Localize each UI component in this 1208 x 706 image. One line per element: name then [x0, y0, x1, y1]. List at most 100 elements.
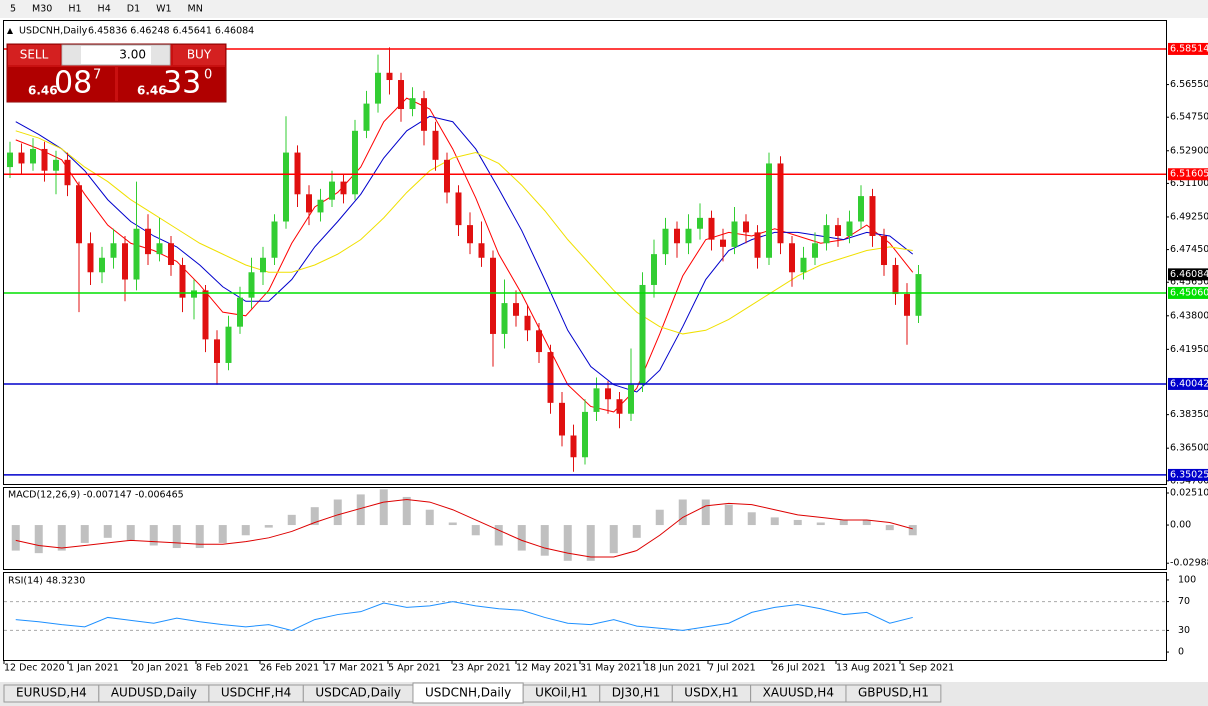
x-tick-label: 12 Dec 2020 [4, 663, 65, 674]
tab[interactable] [845, 684, 942, 703]
candle-body [260, 257, 266, 273]
tab-label[interactable]: USDCNH,Daily [425, 686, 511, 700]
macd-bar [57, 525, 66, 551]
timeframe-button[interactable]: MN [188, 4, 203, 15]
x-tick-label: 23 Apr 2021 [452, 663, 511, 674]
x-tick-label: 18 Jun 2021 [644, 663, 701, 674]
y-tick-label: 6.52900 [1170, 145, 1208, 156]
tab-label[interactable]: XAUUSD,H4 [763, 686, 834, 700]
y-tick-label: 6.47450 [1170, 244, 1208, 255]
candle-body [777, 163, 784, 244]
buy-price-box[interactable] [118, 67, 225, 101]
candle-body [467, 225, 473, 244]
candle-body [582, 411, 588, 458]
candle-body [812, 243, 818, 258]
timeframe-button[interactable]: H1 [68, 4, 81, 15]
y-tick-label: 6.36500 [1170, 443, 1208, 454]
macd-bar [126, 525, 135, 541]
tab-label[interactable]: AUDUSD,Daily [111, 686, 197, 700]
rsi-title: RSI(14) 48.3230 [8, 576, 85, 587]
lot-down[interactable] [63, 46, 81, 64]
candle-body [283, 152, 289, 222]
macd-title: MACD(12,26,9) -0.007147 -0.006465 [8, 490, 184, 501]
candle-body [478, 243, 485, 258]
macd-bar [770, 517, 779, 526]
candle-body [605, 388, 611, 400]
sell-pips: 08 [54, 66, 92, 101]
tab-label[interactable]: USDX,H1 [684, 686, 738, 700]
candle-body [513, 303, 519, 316]
lot-up[interactable] [151, 46, 169, 64]
candle-body [524, 315, 531, 331]
y-tick-label: 6.43800 [1170, 310, 1208, 321]
macd-bar [517, 525, 526, 551]
x-tick-label: 5 Apr 2021 [388, 663, 441, 674]
candle-body [720, 239, 726, 247]
candle-body [156, 243, 163, 255]
x-tick-label: 1 Sep 2021 [900, 663, 954, 674]
level-label: 6.45060 [1170, 287, 1208, 298]
candle-body [179, 265, 186, 298]
x-tick-label: 20 Jan 2021 [132, 663, 189, 674]
candle-body [593, 388, 600, 412]
macd-bar [218, 525, 227, 543]
candle-body [570, 435, 577, 458]
level-label-bg [1168, 42, 1208, 55]
macd-bar [379, 489, 388, 526]
x-tick-label: 1 Jan 2021 [68, 663, 119, 674]
candle-body [145, 228, 151, 255]
macd-bar [632, 525, 641, 538]
tab-label[interactable]: UKOil,H1 [535, 686, 588, 700]
y-tick-label: 6.49250 [1170, 211, 1208, 222]
lot-value: 3.00 [119, 48, 146, 62]
level-label-bg [1168, 168, 1208, 181]
y-tick-label: 6.45650 [1170, 277, 1208, 288]
macd-bar [678, 499, 687, 526]
tab-label[interactable]: USDCHF,H4 [221, 686, 291, 700]
timeframe-button[interactable]: D1 [127, 4, 140, 15]
candle-body [225, 326, 232, 363]
x-tick-label: 8 Feb 2021 [196, 663, 249, 674]
candle-body [559, 402, 565, 436]
macd-bar [149, 525, 158, 546]
y-tick-label: 6.41950 [1170, 344, 1208, 355]
y-tick-label: 0.025108 [1170, 487, 1208, 498]
collapse-icon[interactable] [7, 28, 13, 34]
x-tick-label: 17 Mar 2021 [324, 663, 384, 674]
sell-button[interactable] [8, 45, 60, 65]
level-label: 6.51605 [1170, 169, 1208, 180]
macd-bar [839, 519, 848, 526]
candle-body [881, 235, 887, 266]
tab-label[interactable]: USDCAD,Daily [315, 686, 401, 700]
macd-bar [747, 512, 756, 526]
x-tick-label: 26 Jul 2021 [772, 663, 826, 674]
candle-body [271, 221, 278, 258]
tab-label[interactable]: EURUSD,H4 [16, 686, 87, 700]
macd-bar [655, 509, 664, 526]
y-tick-label: 6.54750 [1170, 112, 1208, 123]
buy-label[interactable]: BUY [187, 48, 212, 62]
moving-average [15, 130, 913, 335]
lot-input[interactable] [61, 44, 171, 66]
tab-label[interactable]: GBPUSD,H1 [858, 686, 929, 700]
candle-body [628, 384, 634, 414]
timeframe-button[interactable]: 5 [10, 4, 16, 15]
timeframe-button[interactable]: H4 [98, 4, 111, 15]
level-label: 6.58514 [1170, 43, 1208, 54]
y-tick-label: 0.00 [1170, 520, 1191, 531]
macd-bar [34, 525, 43, 554]
timeframe-button[interactable]: W1 [156, 4, 171, 15]
candle-body [87, 243, 94, 273]
tab-label[interactable]: DJ30,H1 [612, 686, 661, 700]
sell-price-box[interactable] [8, 67, 115, 101]
buy-button[interactable] [173, 45, 225, 65]
moving-average [15, 97, 914, 413]
y-tick-label: 6.38350 [1170, 409, 1208, 420]
candle-body [547, 352, 554, 403]
candle-body [122, 243, 128, 280]
timeframe-button[interactable]: M30 [32, 4, 52, 15]
candle-body [754, 232, 761, 258]
level-label: 6.35025 [1170, 469, 1208, 480]
sell-label[interactable]: SELL [20, 48, 49, 62]
candle-body [915, 274, 922, 316]
